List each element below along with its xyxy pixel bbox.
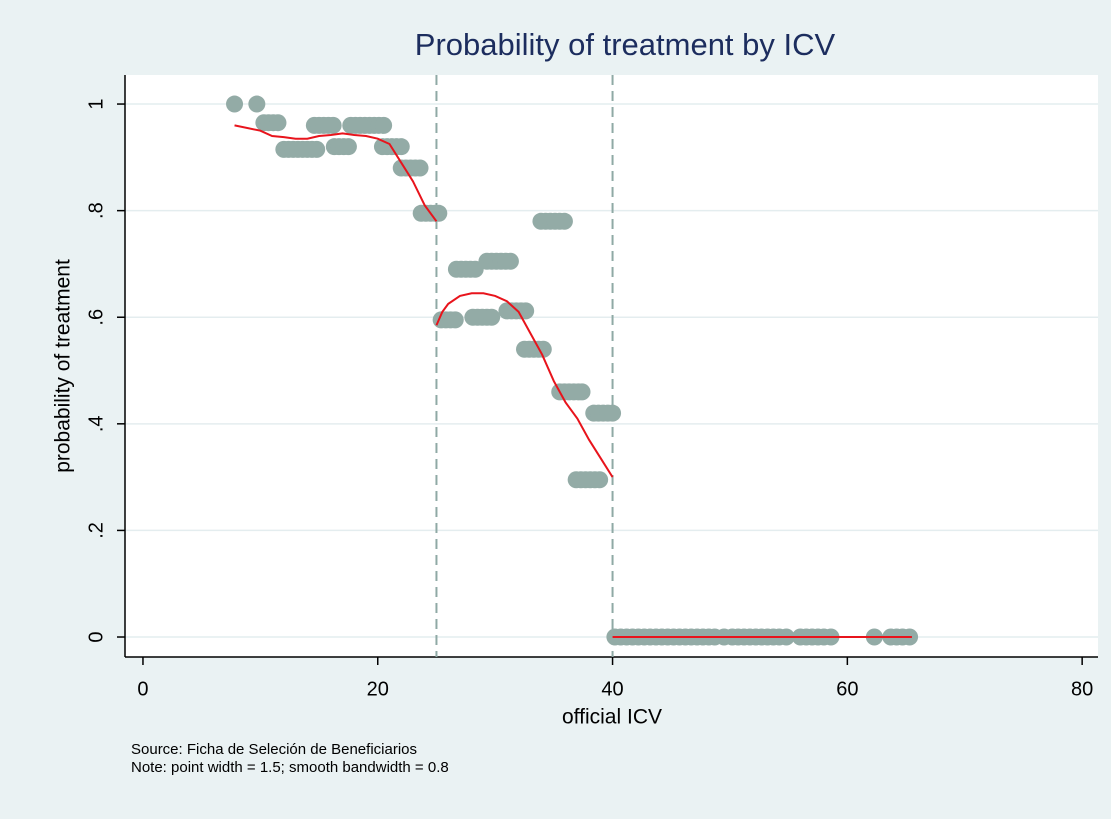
y-tick-label: .8 — [85, 202, 107, 219]
point — [555, 212, 573, 230]
point — [430, 204, 448, 222]
point — [269, 114, 287, 132]
point — [591, 471, 609, 489]
note: Note: point width = 1.5; smooth bandwidt… — [131, 759, 449, 776]
smooth-line — [234, 124, 912, 639]
y-tick-label: 1 — [85, 98, 107, 109]
point — [534, 340, 552, 358]
y-tick-label: .2 — [85, 522, 107, 539]
point — [517, 302, 535, 320]
y-tick-label: 0 — [85, 631, 107, 642]
x-tick-label: 20 — [367, 678, 389, 700]
point — [573, 383, 591, 401]
point — [446, 311, 464, 329]
point — [604, 404, 622, 422]
point — [339, 138, 357, 156]
point — [324, 116, 342, 134]
y-tick-label: .6 — [85, 309, 107, 326]
x-tick-label: 40 — [601, 678, 623, 700]
x-tick-label: 60 — [836, 678, 858, 700]
y-tick-label: .4 — [85, 415, 107, 432]
point — [392, 138, 410, 156]
point — [308, 140, 326, 158]
point — [483, 308, 501, 326]
point — [248, 95, 266, 113]
x-tick-label: 0 — [137, 678, 148, 700]
point — [501, 252, 519, 270]
x-tick-label: 80 — [1071, 678, 1093, 700]
plot-area — [125, 75, 1098, 657]
x-axis-label: official ICV — [562, 706, 662, 729]
point — [226, 95, 244, 113]
y-axis-label: probability of treatment — [52, 259, 75, 473]
point — [411, 159, 429, 177]
note: Source: Ficha de Seleción de Beneficiari… — [131, 741, 417, 758]
point — [375, 116, 393, 134]
chart-title: Probability of treatment by ICV — [415, 27, 836, 62]
